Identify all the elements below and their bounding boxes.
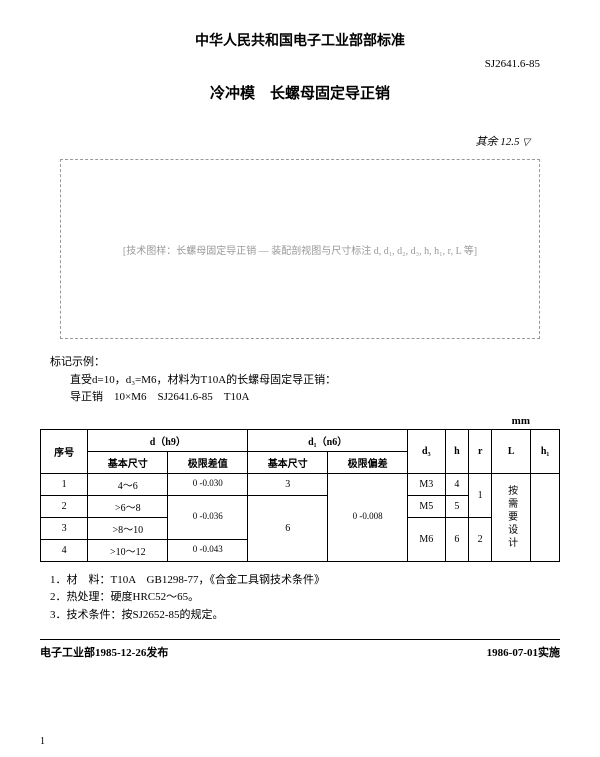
engineering-figure: [技术图样：长螺母固定导正销 — 装配剖视图与尺寸标注 d, d₁, d₂, d… [60, 159, 540, 339]
col-seq: 序号 [41, 429, 88, 473]
dimension-table: 序号 d（h9） d₁（n6） d₃ h r L h₁ 基本尺寸 极限差值 基本… [40, 429, 560, 562]
table-row: 1 4～6 0 -0.030 3 0 -0.008 M3 4 1 按需要设计 [41, 473, 560, 495]
cell-d3: M3 [408, 473, 445, 495]
unit-label: mm [40, 415, 560, 427]
footer-publish: 电子工业部1985-12-26发布 [40, 644, 168, 660]
doc-id: SJ2641.6-85 [40, 58, 560, 70]
cell-seq: 3 [41, 517, 88, 539]
cell-d-basic: 4～6 [88, 473, 168, 495]
cell-seq: 1 [41, 473, 88, 495]
footer-effective: 1986-07-01实施 [487, 644, 560, 660]
col-d1-basic: 基本尺寸 [248, 451, 328, 473]
col-d1: d₁（n6） [248, 429, 408, 451]
cell-seq: 4 [41, 539, 88, 561]
cell-d-tol: 0 -0.043 [168, 539, 248, 561]
note-1: 1．材 料：T10A GB1298-77，《合金工具钢技术条件》 [50, 572, 550, 590]
cell-d-tol: 0 -0.030 [168, 473, 248, 495]
col-d-tol: 极限差值 [168, 451, 248, 473]
org-title: 中华人民共和国电子工业部部标准 [40, 30, 560, 50]
cell-seq: 2 [41, 495, 88, 517]
cell-h: 4 [445, 473, 469, 495]
cell-h: 5 [445, 495, 469, 517]
cell-d3: M6 [408, 517, 445, 561]
col-d-basic: 基本尺寸 [88, 451, 168, 473]
footer: 电子工业部1985-12-26发布 1986-07-01实施 [40, 639, 560, 660]
marking-heading: 标记示例： [50, 354, 550, 372]
triangle-icon [522, 136, 530, 148]
col-d1-tol: 极限偏差 [328, 451, 408, 473]
figure-placeholder: [技术图样：长螺母固定导正销 — 装配剖视图与尺寸标注 d, d₁, d₂, d… [60, 159, 540, 339]
col-h: h [445, 429, 469, 473]
col-r: r [469, 429, 492, 473]
cell-L: 按需要设计 [492, 473, 531, 561]
cell-d3: M5 [408, 495, 445, 517]
note-3: 3．技术条件：按SJ2652-85的规定。 [50, 607, 550, 625]
col-h1: h₁ [531, 429, 560, 473]
cell-r: 1 [469, 473, 492, 517]
cell-d1-basic: 6 [248, 495, 328, 561]
cell-h: 6 [445, 517, 469, 561]
col-d3: d₃ [408, 429, 445, 473]
marking-line-2: 导正销 10×M6 SJ2641.6-85 T10A [50, 389, 550, 407]
cell-h1 [531, 473, 560, 561]
cell-d-basic: >8～10 [88, 517, 168, 539]
table-header-row-1: 序号 d（h9） d₁（n6） d₃ h r L h₁ [41, 429, 560, 451]
page-number: 1 [40, 736, 45, 747]
marking-example: 标记示例： 直受d=10，d₃=M6，材料为T10A的长螺母固定导正销： 导正销… [50, 354, 550, 407]
cell-d1-basic: 3 [248, 473, 328, 495]
tech-notes: 1．材 料：T10A GB1298-77，《合金工具钢技术条件》 2．热处理：硬… [50, 572, 550, 625]
main-title: 冷冲模 长螺母固定导正销 [40, 82, 560, 103]
cell-d-tol: 0 -0.036 [168, 495, 248, 539]
marking-line-1: 直受d=10，d₃=M6，材料为T10A的长螺母固定导正销： [50, 372, 550, 390]
cell-r: 2 [469, 517, 492, 561]
cell-d1-tol: 0 -0.008 [328, 473, 408, 561]
note-2: 2．热处理：硬度HRC52～65。 [50, 589, 550, 607]
cell-d-basic: >10～12 [88, 539, 168, 561]
col-d: d（h9） [88, 429, 248, 451]
col-L: L [492, 429, 531, 473]
surface-finish-note: 其余 12.5 [40, 133, 560, 149]
cell-d-basic: >6～8 [88, 495, 168, 517]
